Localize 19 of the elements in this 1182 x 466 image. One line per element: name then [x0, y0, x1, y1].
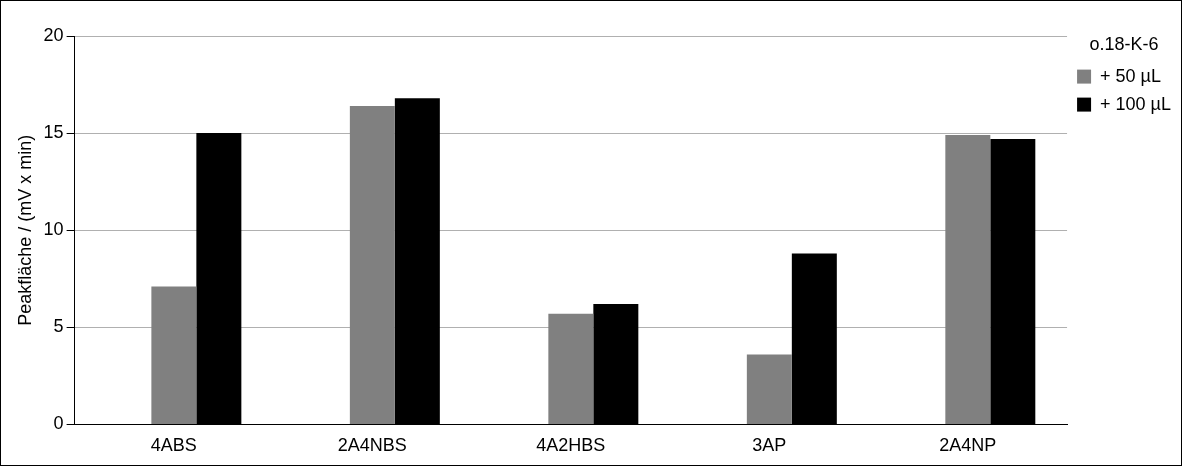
- y-tick-label: 20: [43, 24, 64, 45]
- x-tick-label: 3AP: [752, 435, 787, 456]
- x-tick-label: 2A4NP: [939, 435, 997, 456]
- x-tick-label: 4ABS: [150, 435, 197, 456]
- bar: [945, 135, 991, 424]
- y-tick-label: 10: [43, 219, 64, 240]
- y-tick-label: 15: [43, 122, 64, 143]
- y-tick-label: 5: [53, 316, 64, 337]
- bar: [349, 105, 395, 424]
- legend-label: + 50 µL: [1100, 65, 1161, 86]
- y-tick-label: 0: [53, 413, 64, 434]
- x-tick-label: 4A2HBS: [536, 435, 606, 456]
- bar: [548, 313, 594, 424]
- bar: [151, 286, 197, 424]
- bar: [746, 354, 792, 424]
- x-tick-label: 2A4NBS: [337, 435, 407, 456]
- legend-label: + 100 µL: [1100, 93, 1172, 114]
- y-axis-title: Peakfläche / (mV x min): [14, 134, 35, 326]
- legend-title: o.18-K-6: [1089, 33, 1159, 54]
